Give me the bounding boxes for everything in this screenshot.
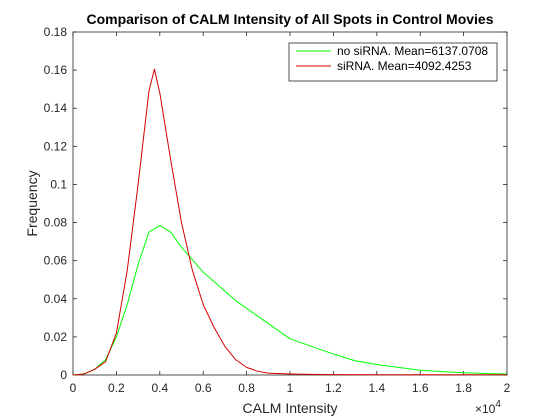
y-tick-label: 0.08 <box>44 216 68 230</box>
x-axis-exponent-base: ×10 <box>475 402 496 416</box>
x-tick-label: 1.4 <box>368 381 385 395</box>
x-tick-label: 0.4 <box>151 381 168 395</box>
x-tick-label: 0.6 <box>195 381 212 395</box>
y-tick-label: 0.1 <box>50 177 67 191</box>
x-tick-label: 1.2 <box>325 381 342 395</box>
y-tick-label: 0.12 <box>44 139 68 153</box>
x-axis-exponent-power: 4 <box>495 399 501 410</box>
x-tick-label: 0.2 <box>108 381 125 395</box>
y-tick-label: 0.04 <box>44 292 68 306</box>
x-tick-label: 1.6 <box>412 381 429 395</box>
x-axis-label: CALM Intensity <box>243 400 338 416</box>
series-line-1 <box>72 224 508 376</box>
y-tick-label: 0 <box>60 368 67 382</box>
legend-label-1: no siRNA. Mean=6137.0708 <box>337 44 488 58</box>
chart-title: Comparison of CALM Intensity of All Spot… <box>86 11 493 27</box>
series-line-2 <box>72 68 507 376</box>
x-tick-label: 1 <box>287 381 294 395</box>
x-tick-label: 2 <box>504 381 511 395</box>
x-tick-label: 1.8 <box>455 381 472 395</box>
y-axis-ticks: 0 0.02 0.04 0.06 0.08 0.1 0.12 0.14 0.16 0.18 <box>44 25 507 382</box>
plot-area <box>72 31 508 376</box>
x-axis-exponent: ×104 <box>475 399 501 416</box>
legend-box <box>288 42 498 82</box>
x-tick-label: 0 <box>70 381 77 395</box>
y-tick-label: 0.06 <box>44 254 68 268</box>
y-axis-label: Frequency <box>24 170 40 236</box>
y-tick-label: 0.14 <box>44 101 68 115</box>
y-tick-label: 0.16 <box>44 63 68 77</box>
x-axis-ticks: 0 0.2 0.4 0.6 0.8 1 1.2 1.4 1.6 1.8 2 <box>70 32 511 395</box>
x-tick-label: 0.8 <box>238 381 255 395</box>
legend-label-2: siRNA. Mean=4092.4253 <box>337 59 472 73</box>
y-tick-label: 0.18 <box>44 25 68 39</box>
series-lines <box>72 68 508 376</box>
y-tick-label: 0.02 <box>44 330 68 344</box>
